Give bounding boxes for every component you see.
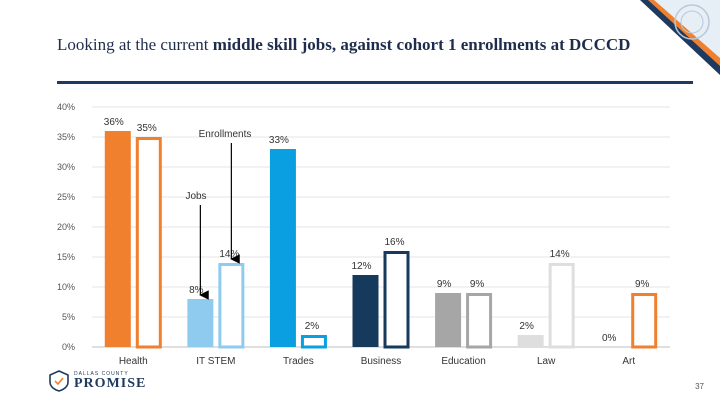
data-label-enrollments: 16% xyxy=(384,237,404,248)
data-label-enrollments: 14% xyxy=(219,249,239,260)
bar-jobs-business xyxy=(352,275,379,347)
bar-jobs-trades xyxy=(269,149,296,347)
logo-big-text: PROMISE xyxy=(74,376,147,391)
promise-logo: DALLAS COUNTY PROMISE xyxy=(48,370,146,392)
x-category-label: Business xyxy=(361,356,402,367)
bar-enrollments-education xyxy=(466,293,493,349)
x-category-label: Trades xyxy=(283,356,314,367)
bar-enrollments-health xyxy=(135,137,162,349)
bar-jobs-law xyxy=(517,335,544,347)
y-tick-label: 5% xyxy=(62,312,75,322)
y-tick-label: 30% xyxy=(57,162,75,172)
bar-enrollments-law xyxy=(548,263,575,349)
y-tick-label: 35% xyxy=(57,132,75,142)
logo-small-text: DALLAS COUNTY xyxy=(74,371,129,377)
data-label-enrollments: 14% xyxy=(550,249,570,260)
bar-enrollments-business xyxy=(383,251,410,349)
data-label-enrollments: 9% xyxy=(635,279,650,290)
bar-jobs-health xyxy=(104,131,131,347)
data-label-enrollments: 2% xyxy=(305,321,320,332)
y-tick-label: 15% xyxy=(57,252,75,262)
slide-title-lead: Looking at the current xyxy=(57,35,213,54)
corner-seal-icon xyxy=(640,0,720,75)
annotation-enrollments: Enrollments xyxy=(199,129,252,140)
bar-jobs-it-stem xyxy=(187,299,214,347)
title-divider xyxy=(57,81,693,84)
shield-icon xyxy=(49,370,69,392)
x-category-label: Art xyxy=(622,356,635,367)
y-tick-label: 10% xyxy=(57,282,75,292)
data-label-enrollments: 35% xyxy=(137,123,157,134)
y-tick-label: 40% xyxy=(57,102,75,112)
data-label-jobs: 2% xyxy=(519,321,534,332)
data-label-jobs: 36% xyxy=(104,117,124,128)
x-category-label: Law xyxy=(537,356,556,367)
y-tick-label: 0% xyxy=(62,342,75,352)
data-label-jobs: 0% xyxy=(602,333,617,344)
y-tick-label: 20% xyxy=(57,222,75,232)
bar-enrollments-it-stem xyxy=(218,263,245,349)
x-category-label: Health xyxy=(119,356,148,367)
data-label-enrollments: 9% xyxy=(470,279,485,290)
annotation-jobs: Jobs xyxy=(185,191,206,202)
page-number: 37 xyxy=(695,382,704,391)
data-label-jobs: 9% xyxy=(437,279,452,290)
data-label-jobs: 12% xyxy=(351,261,371,272)
bar-jobs-education xyxy=(435,293,462,347)
slide-title: Looking at the current middle skill jobs… xyxy=(57,34,697,56)
x-category-label: IT STEM xyxy=(196,356,235,367)
bar-enrollments-art xyxy=(631,293,658,349)
bar-enrollments-trades xyxy=(300,335,327,349)
x-category-label: Education xyxy=(441,356,485,367)
y-tick-label: 25% xyxy=(57,192,75,202)
data-label-jobs: 33% xyxy=(269,135,289,146)
data-label-jobs: 8% xyxy=(189,285,204,296)
slide-title-emphasis: middle skill jobs, against cohort 1 enro… xyxy=(212,35,631,54)
